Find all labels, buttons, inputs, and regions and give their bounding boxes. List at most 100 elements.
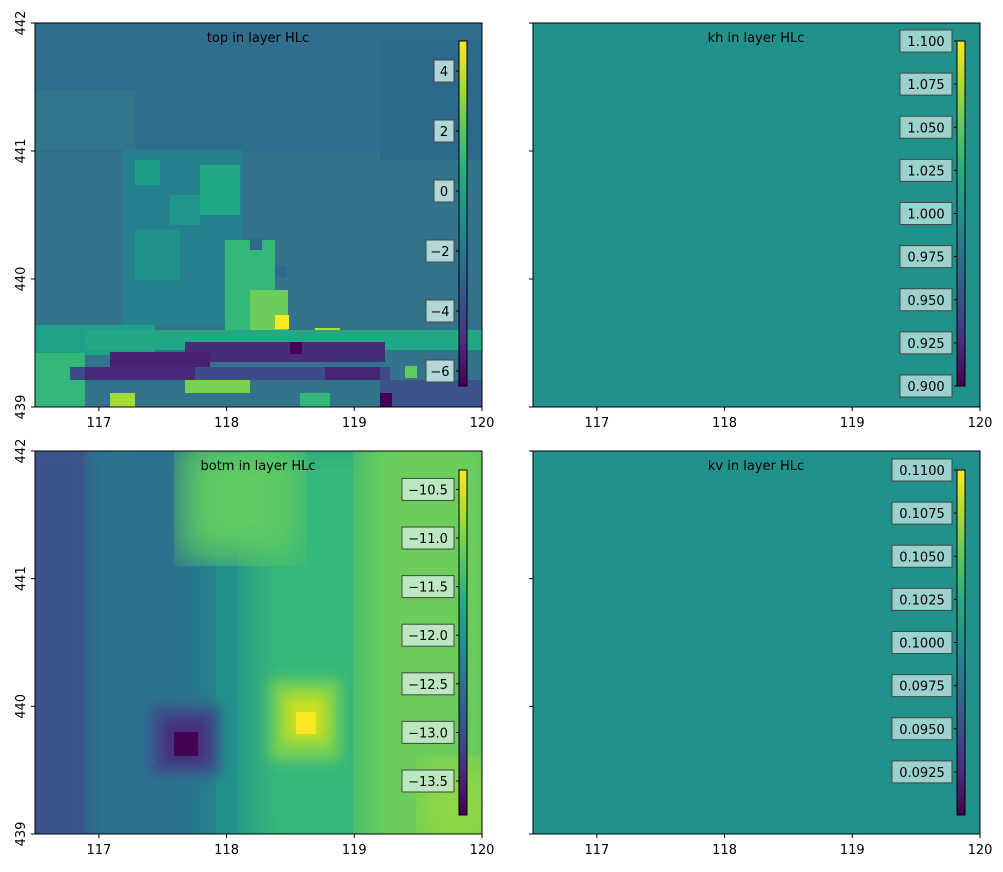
heatmap-cell: [180, 451, 300, 560]
y-tick-label: 439: [14, 395, 29, 420]
axes-frame: [34, 450, 483, 835]
x-tick-label: 120: [470, 843, 495, 858]
colorbar-label-box: [891, 760, 953, 784]
colorbar-tick-label: 0: [440, 185, 448, 200]
y-tick-label: 439: [14, 822, 29, 847]
x-tick-label: 117: [86, 416, 111, 431]
heatmap-cell: [110, 393, 135, 407]
heatmap-cell: [35, 90, 135, 150]
x-tick-label: 117: [584, 416, 609, 431]
colorbar-tick-label: 0.0950: [899, 723, 945, 738]
heatmap-cell: [200, 165, 240, 215]
heatmap-cell: [174, 732, 198, 756]
colorbar-label-box: [891, 631, 953, 654]
heatmap-cell: [185, 342, 385, 362]
colorbar: [458, 469, 468, 816]
colorbar-tick-label: 0.1050: [899, 550, 945, 565]
colorbar-tick-label: −6: [430, 365, 449, 380]
x-tick-label: 119: [342, 416, 367, 431]
heatmap-cell: [110, 352, 210, 367]
colorbar-label-box: [401, 575, 455, 599]
x-tick-label: 118: [712, 843, 737, 858]
axes-frame: [532, 450, 981, 835]
heatmap-cell: [275, 265, 287, 277]
colorbar-tick-label: −13.5: [408, 775, 448, 790]
colorbar: [956, 469, 966, 816]
colorbar: [458, 40, 468, 387]
heatmap-cell: [170, 195, 200, 225]
title-kh: kh in layer HLc: [708, 31, 805, 46]
colorbar-tick-label: −13.0: [408, 726, 448, 741]
colorbar-tick-label: 1.075: [907, 78, 944, 93]
colorbar-label-box: [899, 29, 953, 53]
colorbar-label-box: [401, 526, 455, 550]
x-tick-label: 117: [86, 843, 111, 858]
colorbar-label-box: [899, 374, 953, 398]
heatmap-cell: [135, 160, 160, 185]
colorbar-label-box: [401, 477, 455, 501]
y-tick-label: 440: [14, 267, 29, 292]
y-tick-label: 441: [14, 566, 29, 591]
colorbar-label-box: [891, 674, 953, 698]
colorbar-label-box: [899, 72, 953, 96]
title-kv: kv in layer HLc: [708, 459, 804, 474]
colorbar-label-box: [899, 115, 953, 139]
colorbar-tick-label: −12.0: [408, 629, 448, 644]
title-botm: botm in layer HLc: [201, 459, 316, 474]
x-tick-label: 118: [712, 416, 737, 431]
colorbar-tick-label: −2: [430, 245, 449, 260]
colorbar-tick-label: 1.000: [907, 208, 944, 223]
colorbar-label-box: [899, 288, 953, 312]
colorbar-label-box: [433, 179, 455, 203]
heatmap-cell: [380, 393, 392, 407]
heatmap-cell: [300, 393, 330, 407]
colorbar-label-box: [433, 59, 455, 83]
x-tick-label: 120: [968, 416, 993, 431]
x-tick-label: 118: [214, 843, 239, 858]
colorbar-tick-label: 2: [440, 125, 448, 140]
axes-frame: [34, 22, 483, 408]
colorbar-label-box: [425, 299, 455, 323]
colorbar: [956, 40, 966, 387]
heatmap-cell: [405, 366, 417, 378]
x-tick-label: 119: [342, 843, 367, 858]
colorbar-label-box: [425, 239, 455, 263]
colorbar-label-box: [891, 717, 953, 741]
colorbar-tick-label: 0.1025: [899, 593, 945, 608]
colorbar-tick-label: −11.0: [408, 532, 448, 547]
heatmap-cell: [275, 315, 289, 329]
colorbar-label-box: [899, 331, 953, 355]
colorbar-tick-label: −10.5: [408, 483, 448, 498]
colorbar-tick-label: 0.900: [907, 380, 944, 395]
y-tick-label: 442: [14, 11, 29, 36]
colorbar-tick-label: 1.025: [907, 164, 944, 179]
colorbar-tick-label: 0.0925: [899, 766, 945, 781]
colorbar-tick-label: 0.975: [907, 251, 944, 266]
heatmap-cell: [325, 367, 380, 380]
colorbar-tick-label: −11.5: [408, 581, 448, 596]
colorbar-label-box: [401, 672, 455, 696]
colorbar-label-box: [891, 587, 953, 611]
colorbar-label-box: [401, 769, 455, 793]
colorbar-tick-label: 4: [440, 65, 448, 80]
axes-overlay: 117 118 119 120 439 440 441 442 4 2 0 −2 −4 −6 117 118 1…: [14, 11, 992, 858]
y-tick-label: 442: [14, 439, 29, 464]
colorbar-tick-label: 0.925: [907, 337, 944, 352]
colorbar-label-box: [401, 623, 455, 647]
heatmap-cell: [135, 230, 180, 280]
y-tick-label: 441: [14, 139, 29, 164]
colorbar-tick-label: 0.0975: [899, 680, 945, 695]
heatmap-cell: [290, 342, 302, 354]
heatmap-cell: [250, 238, 262, 250]
colorbar-tick-label: 1.100: [907, 35, 944, 50]
title-top: top in layer HLc: [207, 31, 309, 46]
x-tick-label: 119: [840, 843, 865, 858]
colorbar-tick-label: 0.1075: [899, 507, 945, 522]
x-tick-label: 120: [470, 416, 495, 431]
colorbar-tick-label: −12.5: [408, 678, 448, 693]
x-tick-label: 117: [584, 843, 609, 858]
colorbar-label-box: [401, 720, 455, 744]
colorbar-label-box: [899, 158, 953, 182]
heatmap-cell: [296, 712, 316, 734]
